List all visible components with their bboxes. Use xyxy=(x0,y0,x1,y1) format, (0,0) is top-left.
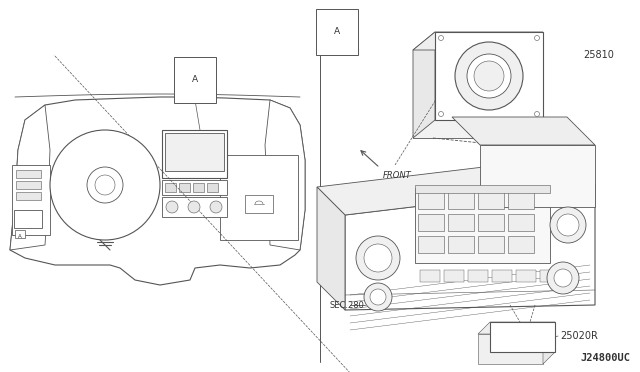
Circle shape xyxy=(364,244,392,272)
Bar xyxy=(418,236,444,253)
Bar xyxy=(12,165,50,235)
Bar xyxy=(165,183,176,192)
Circle shape xyxy=(438,112,444,116)
Bar xyxy=(478,236,504,253)
Bar xyxy=(492,270,512,282)
Bar xyxy=(508,214,534,231)
Circle shape xyxy=(534,35,540,41)
Circle shape xyxy=(550,207,586,243)
Polygon shape xyxy=(452,117,595,145)
Text: 25020R: 25020R xyxy=(560,331,598,341)
Text: A: A xyxy=(334,28,340,36)
Polygon shape xyxy=(413,50,521,138)
Circle shape xyxy=(370,289,386,305)
Bar xyxy=(162,197,227,217)
Bar xyxy=(478,192,504,209)
Polygon shape xyxy=(317,157,595,215)
Bar xyxy=(478,214,504,231)
Polygon shape xyxy=(543,322,555,364)
Bar xyxy=(16,192,41,200)
Circle shape xyxy=(95,175,115,195)
Polygon shape xyxy=(10,105,50,250)
Polygon shape xyxy=(10,97,305,285)
Bar xyxy=(207,183,218,192)
Polygon shape xyxy=(317,187,345,310)
Text: FRONT: FRONT xyxy=(383,170,412,180)
Polygon shape xyxy=(480,145,595,207)
Circle shape xyxy=(50,130,160,240)
Bar xyxy=(162,180,227,195)
Bar xyxy=(16,181,41,189)
Bar xyxy=(508,236,534,253)
Circle shape xyxy=(557,214,579,236)
Bar xyxy=(420,270,440,282)
Bar xyxy=(15,230,25,238)
Circle shape xyxy=(356,236,400,280)
Bar xyxy=(508,192,534,209)
Bar xyxy=(448,236,474,253)
Circle shape xyxy=(474,61,504,91)
Circle shape xyxy=(554,269,572,287)
Bar xyxy=(448,192,474,209)
Bar xyxy=(418,192,444,209)
Bar xyxy=(16,170,41,178)
Polygon shape xyxy=(265,100,305,250)
Circle shape xyxy=(467,54,511,98)
Bar xyxy=(162,130,227,178)
Bar xyxy=(165,133,224,171)
Polygon shape xyxy=(413,32,435,138)
Text: A: A xyxy=(192,76,198,84)
Bar xyxy=(415,188,550,263)
Polygon shape xyxy=(435,32,543,120)
Circle shape xyxy=(188,201,200,213)
Bar xyxy=(193,183,204,192)
Circle shape xyxy=(364,283,392,311)
Polygon shape xyxy=(345,185,595,310)
Bar xyxy=(468,270,488,282)
Bar xyxy=(179,183,190,192)
Circle shape xyxy=(455,42,523,110)
Circle shape xyxy=(547,262,579,294)
Bar xyxy=(540,270,560,282)
Bar xyxy=(245,195,273,213)
Polygon shape xyxy=(490,322,555,352)
Circle shape xyxy=(210,201,222,213)
Bar xyxy=(516,270,536,282)
Bar xyxy=(444,270,464,282)
Bar xyxy=(418,214,444,231)
Polygon shape xyxy=(478,334,543,364)
Text: 25810: 25810 xyxy=(583,50,614,60)
Text: J24800UC: J24800UC xyxy=(580,353,630,363)
Circle shape xyxy=(534,112,540,116)
Text: SEC.280: SEC.280 xyxy=(330,301,365,310)
Text: A: A xyxy=(18,234,22,240)
Bar xyxy=(448,214,474,231)
Polygon shape xyxy=(413,32,543,50)
Circle shape xyxy=(87,167,123,203)
Bar xyxy=(415,185,550,193)
Circle shape xyxy=(166,201,178,213)
Circle shape xyxy=(438,35,444,41)
Bar xyxy=(220,155,298,240)
Polygon shape xyxy=(478,322,555,334)
Bar xyxy=(14,210,42,228)
